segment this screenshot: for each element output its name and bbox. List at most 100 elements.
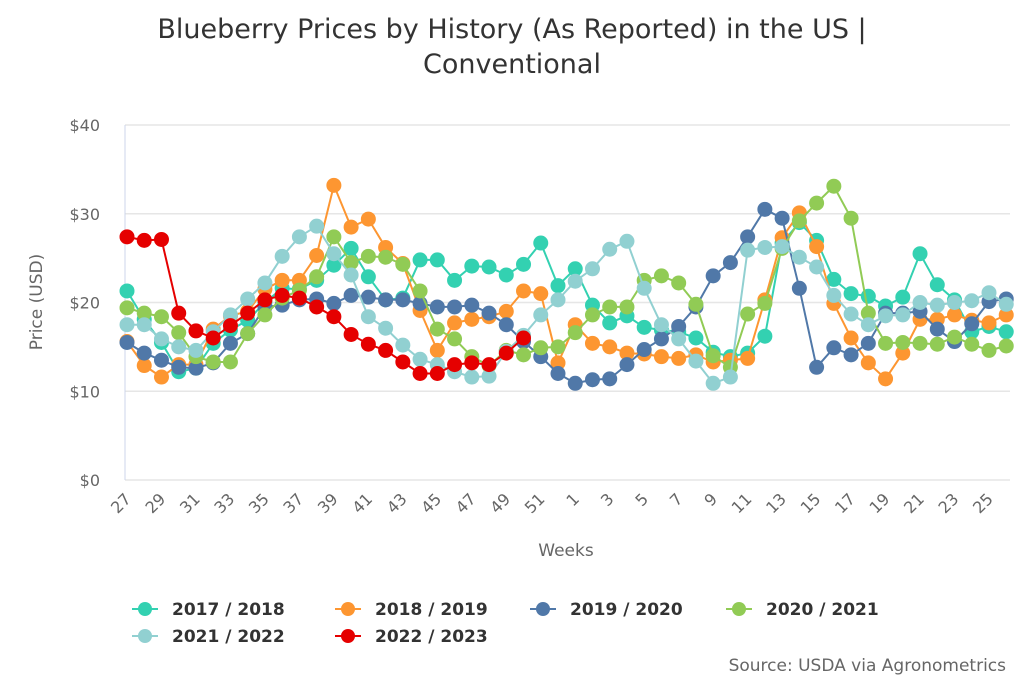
data-point: [309, 269, 325, 285]
data-point: [740, 306, 756, 322]
y-tick-label: $20: [69, 294, 100, 313]
data-point: [998, 338, 1014, 354]
legend-item[interactable]: 2017 / 2018: [132, 600, 285, 620]
data-point: [429, 299, 445, 315]
data-point: [602, 315, 618, 331]
data-point: [136, 305, 152, 321]
data-point: [567, 273, 583, 289]
series-20182019: [119, 177, 1014, 387]
data-point: [895, 289, 911, 305]
data-point: [671, 331, 687, 347]
data-point: [722, 255, 738, 271]
data-point: [447, 357, 463, 373]
x-tick-label: 3: [597, 489, 618, 510]
y-axis-title: Price (USD): [27, 254, 47, 350]
data-point: [602, 339, 618, 355]
data-point: [429, 342, 445, 358]
data-point: [360, 289, 376, 305]
legend-item[interactable]: 2019 / 2020: [530, 600, 683, 620]
data-point: [912, 335, 928, 351]
data-point: [498, 303, 514, 319]
data-point: [653, 331, 669, 347]
data-point: [636, 342, 652, 358]
data-point: [671, 350, 687, 366]
data-point: [740, 350, 756, 366]
x-tick-label: 9: [700, 489, 721, 510]
data-point: [619, 357, 635, 373]
data-point: [412, 252, 428, 268]
data-point: [826, 287, 842, 303]
legend-item[interactable]: 2022 / 2023: [335, 627, 488, 647]
legend-marker-icon: [732, 602, 746, 616]
data-point: [326, 309, 342, 325]
data-point: [550, 366, 566, 381]
data-point: [274, 248, 290, 264]
x-tick-label: 5: [631, 489, 652, 510]
legend-marker-icon: [341, 629, 355, 643]
x-tick-label: 41: [348, 489, 376, 517]
data-point: [705, 375, 721, 391]
series-group: [119, 177, 1014, 391]
x-tick-label: 25: [969, 489, 997, 517]
x-tick-label: 37: [279, 489, 307, 517]
data-point: [343, 326, 359, 342]
data-point: [740, 229, 756, 245]
series-line: [126, 221, 1007, 373]
legend-label: 2019 / 2020: [570, 600, 683, 620]
series-20222023: [119, 229, 532, 381]
data-point: [291, 290, 307, 306]
data-point: [619, 345, 635, 361]
data-point: [533, 286, 549, 302]
data-point: [447, 299, 463, 315]
data-point: [516, 330, 532, 346]
y-tick-label: $0: [80, 471, 100, 490]
data-point: [809, 259, 825, 275]
data-point: [498, 317, 514, 333]
x-tick-label: 43: [383, 489, 411, 517]
data-point: [378, 292, 394, 308]
data-point: [878, 335, 894, 351]
data-point: [671, 318, 687, 334]
legend-item[interactable]: 2021 / 2022: [132, 627, 285, 647]
data-point: [550, 278, 566, 294]
data-point: [171, 359, 187, 375]
data-point: [395, 292, 411, 308]
data-point: [412, 283, 428, 299]
data-point: [464, 311, 480, 327]
data-point: [947, 295, 963, 310]
data-point: [809, 239, 825, 255]
data-point: [567, 325, 583, 341]
x-tick-label: 39: [314, 489, 342, 517]
data-point: [981, 315, 997, 331]
data-point: [688, 353, 704, 369]
data-point: [119, 300, 135, 316]
data-point: [464, 355, 480, 371]
data-point: [516, 283, 532, 299]
data-point: [171, 325, 187, 341]
data-point: [653, 349, 669, 365]
data-point: [119, 317, 135, 333]
data-point: [429, 321, 445, 337]
data-point: [998, 324, 1014, 340]
data-point: [860, 355, 876, 371]
x-tick-label: 27: [107, 489, 135, 517]
legend-item[interactable]: 2020 / 2021: [726, 600, 879, 620]
data-point: [395, 354, 411, 370]
x-tick-label: 21: [900, 489, 928, 517]
data-point: [464, 297, 480, 313]
data-point: [895, 334, 911, 350]
data-point: [860, 288, 876, 304]
data-point: [757, 295, 773, 311]
data-point: [619, 233, 635, 249]
legend-item[interactable]: 2018 / 2019: [335, 600, 488, 620]
data-point: [153, 369, 169, 385]
data-point: [222, 354, 238, 370]
chart-title-line-2: Conventional: [423, 49, 601, 80]
data-point: [447, 272, 463, 288]
data-point: [860, 335, 876, 351]
data-point: [447, 315, 463, 331]
data-point: [360, 211, 376, 227]
data-point: [929, 277, 945, 293]
data-point: [395, 337, 411, 353]
data-point: [136, 232, 152, 248]
